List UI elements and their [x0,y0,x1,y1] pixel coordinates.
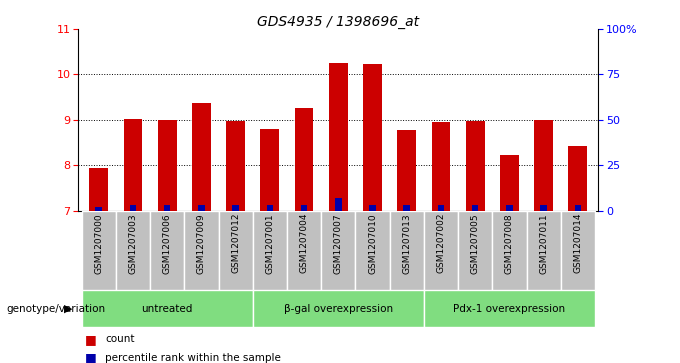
Bar [124,119,142,211]
Bar [253,211,287,290]
Bar [260,129,279,211]
Bar [575,205,581,211]
Text: GSM1207008: GSM1207008 [505,213,514,274]
Bar [561,211,595,290]
Text: percentile rank within the sample: percentile rank within the sample [105,352,282,363]
Text: GSM1207006: GSM1207006 [163,213,171,274]
Bar [150,211,184,290]
Text: GSM1207000: GSM1207000 [95,213,103,274]
Text: count: count [105,334,135,344]
Bar [466,121,485,211]
Bar [130,205,136,211]
Bar [329,63,347,211]
Bar [424,290,595,327]
Bar [335,198,341,211]
Bar [294,107,313,211]
Bar [403,205,410,211]
Bar [301,205,307,211]
Bar [526,211,561,290]
Text: GSM1207002: GSM1207002 [437,213,445,273]
Bar [506,205,513,211]
Bar [534,120,553,211]
Bar [424,211,458,290]
Text: untreated: untreated [141,303,193,314]
Text: Pdx-1 overexpression: Pdx-1 overexpression [454,303,566,314]
Bar [164,205,171,211]
Bar [369,205,376,211]
Text: ▶: ▶ [64,303,72,314]
Bar [198,205,205,211]
Text: β-gal overexpression: β-gal overexpression [284,303,393,314]
Text: GSM1207012: GSM1207012 [231,213,240,273]
Text: ■: ■ [85,333,97,346]
Text: GSM1207001: GSM1207001 [265,213,274,274]
Bar [541,205,547,211]
Text: GSM1207007: GSM1207007 [334,213,343,274]
Bar [397,130,416,211]
Text: GSM1207011: GSM1207011 [539,213,548,274]
Text: genotype/variation: genotype/variation [7,303,106,314]
Bar [192,102,211,211]
Text: GSM1207013: GSM1207013 [403,213,411,274]
Text: ■: ■ [85,351,97,363]
Bar [116,211,150,290]
Bar [390,211,424,290]
Bar [218,211,253,290]
Bar [158,120,177,211]
Text: GSM1207014: GSM1207014 [573,213,582,273]
Text: GSM1207010: GSM1207010 [368,213,377,274]
Bar [82,211,116,290]
Bar [500,155,519,211]
Text: GDS4935 / 1398696_at: GDS4935 / 1398696_at [257,15,420,29]
Bar [233,205,239,211]
Bar [226,121,245,211]
Bar [472,205,479,211]
Bar [492,211,526,290]
Bar [363,65,382,211]
Bar [267,205,273,211]
Bar [184,211,218,290]
Bar [432,122,450,211]
Bar [287,211,321,290]
Bar [356,211,390,290]
Bar [458,211,492,290]
Bar [438,205,444,211]
Text: GSM1207003: GSM1207003 [129,213,137,274]
Bar [82,290,253,327]
Bar [253,290,424,327]
Bar [89,168,108,211]
Text: GSM1207005: GSM1207005 [471,213,479,274]
Text: GSM1207009: GSM1207009 [197,213,206,274]
Text: GSM1207004: GSM1207004 [300,213,309,273]
Bar [95,207,102,211]
Bar [321,211,356,290]
Bar [568,146,588,211]
